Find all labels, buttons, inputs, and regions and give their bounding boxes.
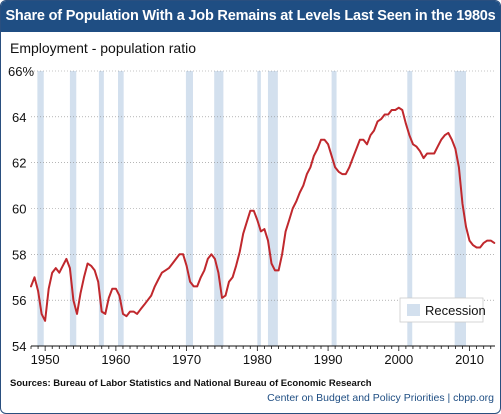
x-tick-label-1960: 1960 bbox=[101, 352, 130, 367]
recession-band-2 bbox=[98, 71, 104, 346]
chart-title: Share of Population With a Job Remains a… bbox=[1, 1, 500, 32]
recession-band-4 bbox=[185, 71, 193, 346]
recession-band-5 bbox=[214, 71, 224, 346]
x-tick-label-1970: 1970 bbox=[172, 352, 201, 367]
legend: Recession bbox=[399, 297, 486, 323]
gridlines bbox=[31, 70, 495, 301]
y-tick-label-58: 58 bbox=[12, 247, 26, 262]
y-tick-label-66: 66% bbox=[8, 64, 34, 79]
y-tick-label-64: 64 bbox=[12, 110, 26, 125]
credit-note: Center on Budget and Policy Priorities |… bbox=[267, 392, 494, 404]
x-tick-label-1990: 1990 bbox=[314, 352, 343, 367]
x-tick-label-1950: 1950 bbox=[31, 352, 60, 367]
x-tick-label-2010: 2010 bbox=[455, 352, 484, 367]
x-tick-label-1980: 1980 bbox=[243, 352, 272, 367]
series-line-0 bbox=[30, 106, 496, 322]
y-tick-label-60: 60 bbox=[12, 202, 26, 217]
recession-band-7 bbox=[267, 71, 278, 346]
series-layer bbox=[30, 106, 496, 322]
legend-label-recession: Recession bbox=[425, 303, 486, 318]
axes: 54 56 58 60 62 64 66% 1950 1960 1970 1980 1990 2000 2… bbox=[8, 64, 495, 367]
y-tick-label-56: 56 bbox=[12, 293, 26, 308]
y-axis-label: Employment - population ratio bbox=[10, 40, 196, 56]
source-note: Sources: Bureau of Labor Statistics and … bbox=[10, 378, 372, 389]
y-tick-label-54: 54 bbox=[12, 339, 26, 354]
legend-swatch-recession bbox=[407, 304, 420, 316]
recession-band-3 bbox=[118, 71, 124, 346]
y-tick-label-62: 62 bbox=[12, 156, 26, 171]
x-tick-label-2000: 2000 bbox=[384, 352, 413, 367]
